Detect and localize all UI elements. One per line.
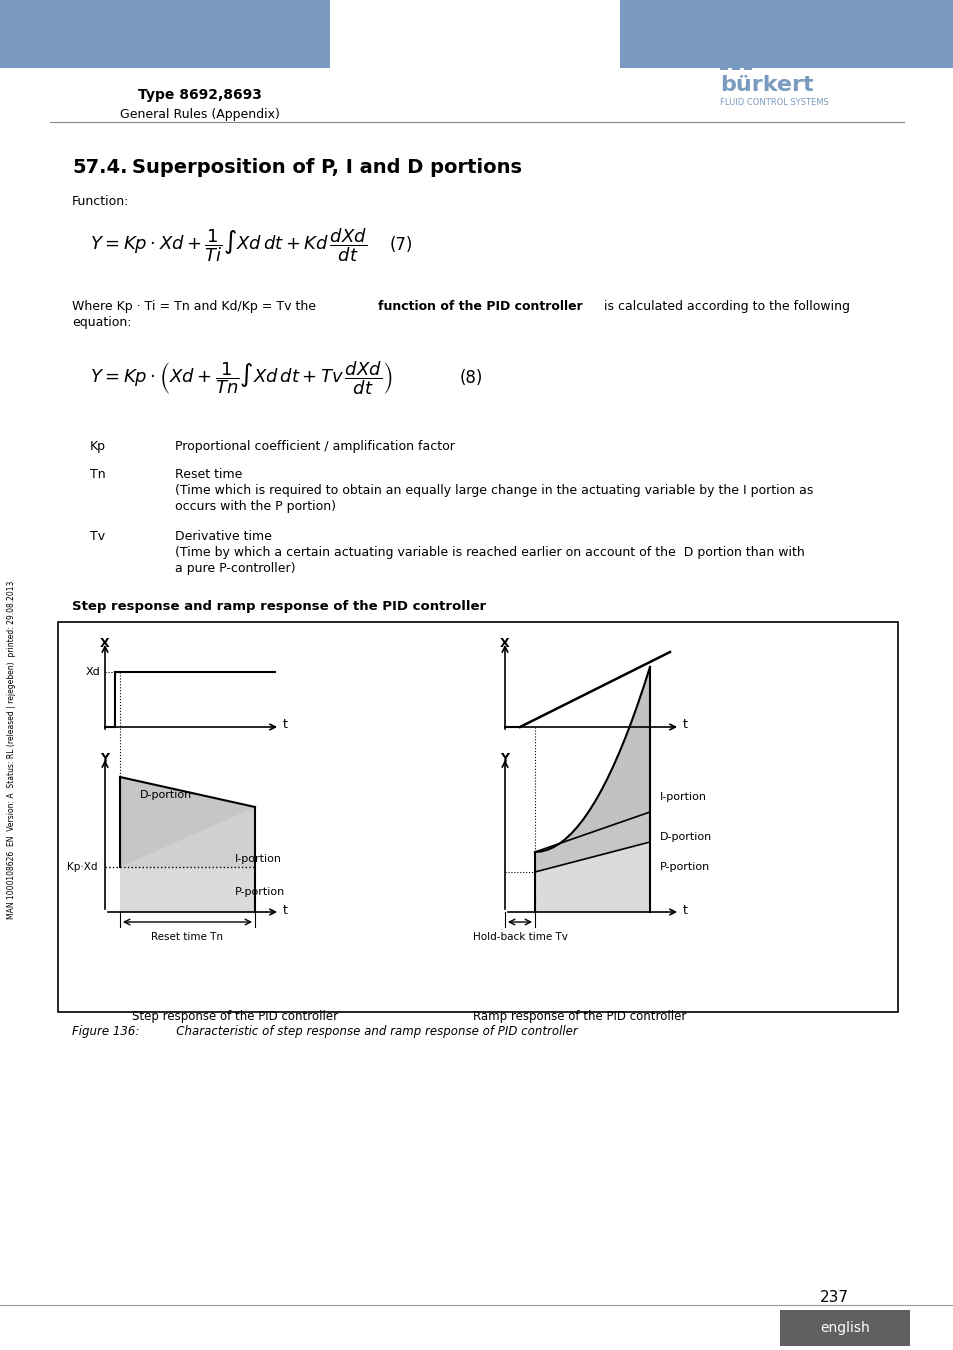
Text: FLUID CONTROL SYSTEMS: FLUID CONTROL SYSTEMS [720, 99, 828, 107]
FancyBboxPatch shape [731, 59, 740, 70]
Text: Kp·Xd: Kp·Xd [68, 863, 98, 872]
Text: Hold-back time Tv: Hold-back time Tv [472, 931, 567, 942]
Text: P-portion: P-portion [659, 863, 709, 872]
Text: (8): (8) [459, 369, 483, 387]
Text: 237: 237 [820, 1291, 848, 1305]
Text: X: X [499, 637, 509, 649]
Text: Y: Y [500, 752, 509, 765]
Text: equation:: equation: [71, 316, 132, 329]
FancyBboxPatch shape [738, 62, 778, 68]
Polygon shape [120, 807, 254, 867]
Text: Reset time Tn: Reset time Tn [152, 931, 223, 942]
Text: 57.4.: 57.4. [71, 158, 128, 177]
Polygon shape [535, 811, 649, 872]
Text: bürkert: bürkert [720, 76, 813, 95]
Text: Where Kp · Ti = Tn and Kd/Kp = Tv the: Where Kp · Ti = Tn and Kd/Kp = Tv the [71, 300, 319, 313]
Text: I-portion: I-portion [659, 792, 706, 802]
Text: $Y = Kp \cdot Xd + \dfrac{1}{Ti}\int Xd\,dt + Kd\,\dfrac{dXd}{dt}$: $Y = Kp \cdot Xd + \dfrac{1}{Ti}\int Xd\… [90, 227, 367, 263]
Text: t: t [682, 903, 687, 917]
Text: I-portion: I-portion [234, 855, 282, 864]
Text: Ramp response of the PID controller: Ramp response of the PID controller [473, 1010, 686, 1023]
Text: Characteristic of step response and ramp response of PID controller: Characteristic of step response and ramp… [165, 1025, 578, 1038]
Text: Tn: Tn [90, 468, 106, 481]
FancyBboxPatch shape [0, 0, 330, 68]
Text: D-portion: D-portion [659, 832, 712, 842]
Text: function of the PID controller: function of the PID controller [377, 300, 582, 313]
Text: Proportional coefficient / amplification factor: Proportional coefficient / amplification… [174, 440, 455, 454]
Text: Kp: Kp [90, 440, 106, 454]
Text: Step response and ramp response of the PID controller: Step response and ramp response of the P… [71, 599, 486, 613]
Text: Function:: Function: [71, 194, 130, 208]
Text: Figure 136:: Figure 136: [71, 1025, 139, 1038]
Text: Superposition of P, I and D portions: Superposition of P, I and D portions [132, 158, 521, 177]
Text: MAN 1000108626  EN  Version: A  Status: RL (released | rejegeben)  printed: 29.0: MAN 1000108626 EN Version: A Status: RL … [8, 580, 16, 919]
Text: (7): (7) [390, 236, 413, 254]
Polygon shape [535, 842, 649, 913]
Text: t: t [283, 903, 288, 917]
Text: a pure P-controller): a pure P-controller) [174, 562, 295, 575]
Text: t: t [682, 718, 687, 732]
Polygon shape [535, 667, 649, 852]
Text: occurs with the P portion): occurs with the P portion) [174, 500, 335, 513]
Text: is calculated according to the following: is calculated according to the following [599, 300, 849, 313]
FancyBboxPatch shape [619, 0, 953, 68]
FancyBboxPatch shape [720, 59, 727, 70]
Text: Type 8692,8693: Type 8692,8693 [138, 88, 262, 103]
FancyBboxPatch shape [780, 1310, 909, 1346]
Text: english: english [820, 1322, 869, 1335]
Polygon shape [120, 778, 254, 867]
Text: Reset time: Reset time [174, 468, 242, 481]
Text: P-portion: P-portion [234, 887, 285, 896]
Text: Xd: Xd [85, 667, 100, 676]
Text: (Time by which a certain actuating variable is reached earlier on account of the: (Time by which a certain actuating varia… [174, 545, 804, 559]
Text: Y: Y [100, 752, 110, 765]
FancyBboxPatch shape [58, 622, 897, 1012]
Text: t: t [283, 718, 288, 732]
Text: (Time which is required to obtain an equally large change in the actuating varia: (Time which is required to obtain an equ… [174, 485, 813, 497]
Text: $Y = Kp \cdot \left(Xd + \dfrac{1}{Tn}\int Xd\,dt + Tv\,\dfrac{dXd}{dt}\right)$: $Y = Kp \cdot \left(Xd + \dfrac{1}{Tn}\i… [90, 359, 393, 397]
FancyBboxPatch shape [743, 59, 751, 70]
Text: Tv: Tv [90, 531, 105, 543]
Text: Derivative time: Derivative time [174, 531, 272, 543]
Polygon shape [120, 867, 254, 913]
Text: D-portion: D-portion [140, 790, 193, 801]
Text: X: X [100, 637, 110, 649]
Text: General Rules (Appendix): General Rules (Appendix) [120, 108, 279, 122]
Text: Step response of the PID controller: Step response of the PID controller [132, 1010, 337, 1023]
